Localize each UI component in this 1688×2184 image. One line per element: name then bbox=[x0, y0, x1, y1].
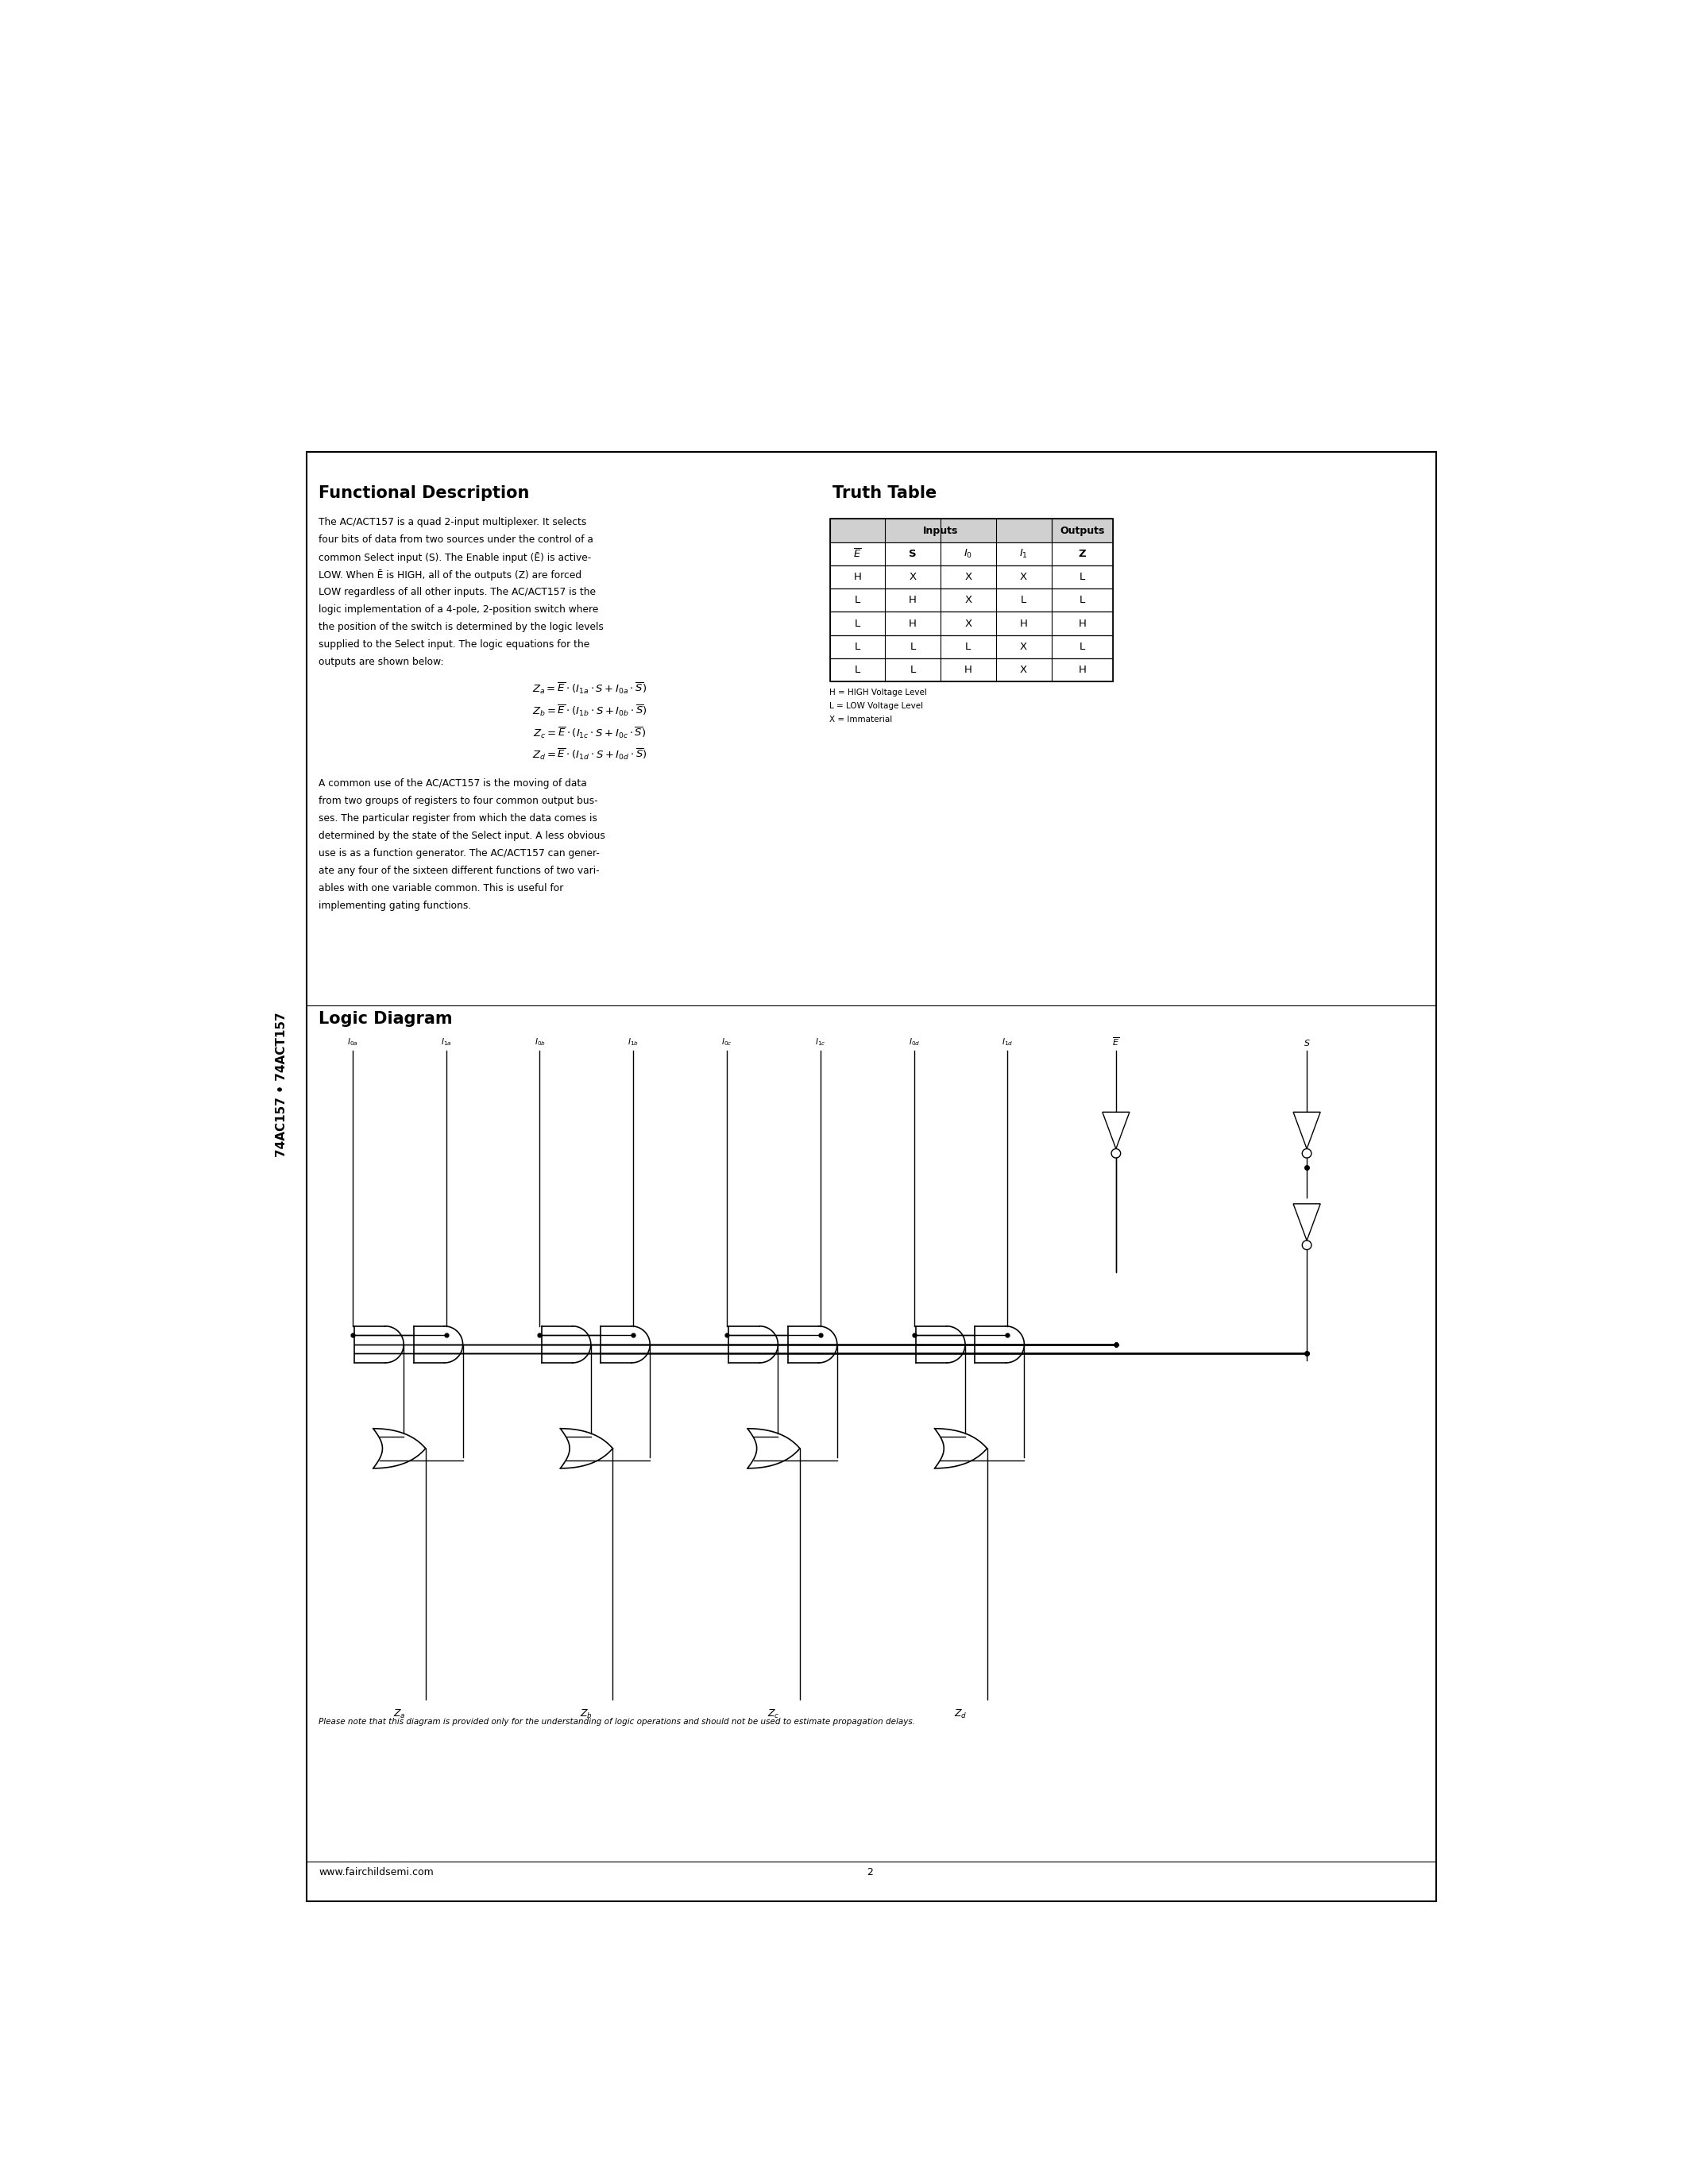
Text: $S$: $S$ bbox=[1303, 1037, 1310, 1048]
Bar bbox=[830, 590, 1112, 612]
Text: L: L bbox=[1021, 594, 1026, 605]
Text: outputs are shown below:: outputs are shown below: bbox=[319, 657, 444, 666]
Text: H: H bbox=[854, 572, 861, 583]
Text: from two groups of registers to four common output bus-: from two groups of registers to four com… bbox=[319, 795, 598, 806]
Text: ables with one variable common. This is useful for: ables with one variable common. This is … bbox=[319, 882, 564, 893]
Text: $Z_b$: $Z_b$ bbox=[581, 1708, 592, 1721]
Text: X: X bbox=[964, 594, 972, 605]
Text: X: X bbox=[910, 572, 917, 583]
Text: supplied to the Select input. The logic equations for the: supplied to the Select input. The logic … bbox=[319, 640, 589, 649]
Text: common Select input (S). The Enable input (Ē) is active-: common Select input (S). The Enable inpu… bbox=[319, 553, 591, 563]
Text: $I_{1b}$: $I_{1b}$ bbox=[628, 1037, 638, 1048]
Text: H: H bbox=[1020, 618, 1028, 629]
Text: $Z_a$: $Z_a$ bbox=[393, 1708, 405, 1721]
Text: X = Immaterial: X = Immaterial bbox=[830, 716, 893, 723]
Text: Outputs: Outputs bbox=[1060, 526, 1104, 535]
Text: $I_{1c}$: $I_{1c}$ bbox=[815, 1037, 825, 1048]
Text: L: L bbox=[1079, 594, 1085, 605]
Text: X: X bbox=[1020, 642, 1028, 651]
Text: $Z_a = \overline{E} \cdot (I_{1a} \cdot S + I_{0a} \cdot \overline{S})$: $Z_a = \overline{E} \cdot (I_{1a} \cdot … bbox=[532, 681, 647, 697]
Text: S: S bbox=[908, 548, 917, 559]
Text: Inputs: Inputs bbox=[923, 526, 959, 535]
Text: Functional Description: Functional Description bbox=[319, 485, 530, 500]
Text: $I_1$: $I_1$ bbox=[1020, 548, 1028, 559]
Text: ate any four of the sixteen different functions of two vari-: ate any four of the sixteen different fu… bbox=[319, 865, 599, 876]
Text: L: L bbox=[966, 642, 971, 651]
Text: X: X bbox=[1020, 664, 1028, 675]
Text: H: H bbox=[908, 618, 917, 629]
Text: L: L bbox=[854, 594, 861, 605]
Text: L: L bbox=[910, 642, 915, 651]
Text: H: H bbox=[1079, 618, 1085, 629]
Text: four bits of data from two sources under the control of a: four bits of data from two sources under… bbox=[319, 535, 594, 544]
Text: ses. The particular register from which the data comes is: ses. The particular register from which … bbox=[319, 812, 598, 823]
Text: $I_{0a}$: $I_{0a}$ bbox=[348, 1037, 358, 1048]
Text: L: L bbox=[854, 664, 861, 675]
Text: L: L bbox=[854, 618, 861, 629]
Text: The AC/ACT157 is a quad 2-input multiplexer. It selects: The AC/ACT157 is a quad 2-input multiple… bbox=[319, 518, 587, 526]
Text: $I_{0b}$: $I_{0b}$ bbox=[533, 1037, 545, 1048]
Text: implementing gating functions.: implementing gating functions. bbox=[319, 900, 471, 911]
Text: LOW. When Ē is HIGH, all of the outputs (Z) are forced: LOW. When Ē is HIGH, all of the outputs … bbox=[319, 570, 582, 581]
Text: X: X bbox=[964, 572, 972, 583]
Text: H: H bbox=[964, 664, 972, 675]
Text: H: H bbox=[1079, 664, 1085, 675]
Text: $I_{0d}$: $I_{0d}$ bbox=[908, 1037, 920, 1048]
Text: the position of the switch is determined by the logic levels: the position of the switch is determined… bbox=[319, 622, 604, 631]
Text: H = HIGH Voltage Level: H = HIGH Voltage Level bbox=[830, 688, 927, 697]
Bar bbox=[307, 452, 1436, 1900]
Text: $Z_c = \overline{E} \cdot (I_{1c} \cdot S + I_{0c} \cdot \overline{S})$: $Z_c = \overline{E} \cdot (I_{1c} \cdot … bbox=[533, 725, 647, 740]
Text: X: X bbox=[1020, 572, 1028, 583]
Text: $Z_d$: $Z_d$ bbox=[954, 1708, 967, 1721]
Text: Please note that this diagram is provided only for the understanding of logic op: Please note that this diagram is provide… bbox=[319, 1717, 915, 1725]
Text: 74AC157 • 74ACT157: 74AC157 • 74ACT157 bbox=[275, 1011, 287, 1158]
Text: L: L bbox=[910, 664, 915, 675]
Text: $I_{1a}$: $I_{1a}$ bbox=[441, 1037, 452, 1048]
Text: logic implementation of a 4-pole, 2-position switch where: logic implementation of a 4-pole, 2-posi… bbox=[319, 605, 599, 614]
Text: L: L bbox=[854, 642, 861, 651]
Text: $\overline{E}$: $\overline{E}$ bbox=[854, 548, 861, 559]
Bar bbox=[830, 520, 1112, 542]
Text: X: X bbox=[964, 618, 972, 629]
Text: LOW regardless of all other inputs. The AC/ACT157 is the: LOW regardless of all other inputs. The … bbox=[319, 587, 596, 596]
Text: $Z_b = \overline{E} \cdot (I_{1b} \cdot S + I_{0b} \cdot \overline{S})$: $Z_b = \overline{E} \cdot (I_{1b} \cdot … bbox=[532, 703, 647, 719]
Bar bbox=[830, 657, 1112, 681]
Text: L: L bbox=[1079, 572, 1085, 583]
Text: use is as a function generator. The AC/ACT157 can gener-: use is as a function generator. The AC/A… bbox=[319, 847, 599, 858]
Text: $I_0$: $I_0$ bbox=[964, 548, 972, 559]
Bar bbox=[830, 520, 1112, 681]
Text: Truth Table: Truth Table bbox=[832, 485, 937, 500]
Text: $\overline{E}$: $\overline{E}$ bbox=[1112, 1035, 1119, 1048]
Text: H: H bbox=[908, 594, 917, 605]
Text: $I_{1d}$: $I_{1d}$ bbox=[1003, 1037, 1013, 1048]
Text: $Z_c$: $Z_c$ bbox=[768, 1708, 780, 1721]
Text: Logic Diagram: Logic Diagram bbox=[319, 1011, 452, 1026]
Text: A common use of the AC/ACT157 is the moving of data: A common use of the AC/ACT157 is the mov… bbox=[319, 778, 587, 788]
Bar bbox=[830, 566, 1112, 590]
Text: 2: 2 bbox=[866, 1867, 873, 1878]
Bar bbox=[830, 612, 1112, 636]
Text: Z: Z bbox=[1079, 548, 1085, 559]
Text: determined by the state of the Select input. A less obvious: determined by the state of the Select in… bbox=[319, 830, 606, 841]
Bar bbox=[830, 542, 1112, 566]
Text: L: L bbox=[1079, 642, 1085, 651]
Bar bbox=[830, 636, 1112, 657]
Text: $I_{0c}$: $I_{0c}$ bbox=[721, 1037, 733, 1048]
Text: $Z_d = \overline{E} \cdot (I_{1d} \cdot S + I_{0d} \cdot \overline{S})$: $Z_d = \overline{E} \cdot (I_{1d} \cdot … bbox=[532, 747, 647, 762]
Text: www.fairchildsemi.com: www.fairchildsemi.com bbox=[319, 1867, 434, 1878]
Text: L = LOW Voltage Level: L = LOW Voltage Level bbox=[830, 703, 923, 710]
